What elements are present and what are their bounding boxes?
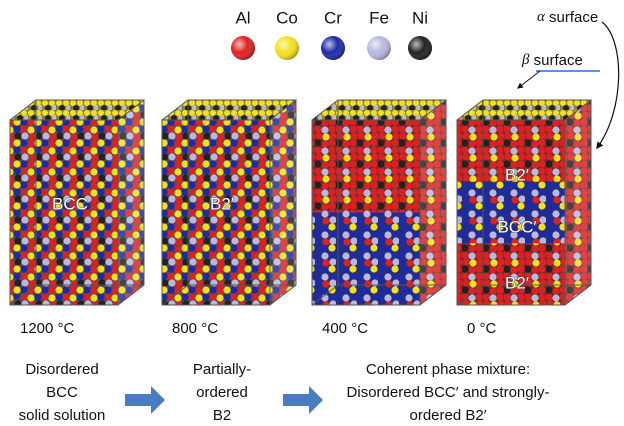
beta-arrow — [518, 71, 540, 88]
figure: α surface β surface Al Co Cr Fe Ni BCC 1200 °C… — [0, 0, 624, 426]
atom-shade — [275, 36, 299, 60]
legend-label: Fe — [369, 8, 389, 27]
atom-shade — [408, 36, 432, 60]
phase-label: B2′ — [210, 194, 234, 213]
atom-region — [312, 120, 420, 213]
atom-shade — [231, 36, 255, 60]
temperature: 400 °C — [322, 320, 368, 337]
alpha-surface: α surface — [537, 9, 598, 26]
stage-text: BCC — [46, 384, 78, 401]
atom-region — [312, 213, 420, 306]
stage-arrow — [125, 386, 165, 414]
legend-label: Co — [276, 8, 298, 27]
phase-label: B2′ — [505, 165, 529, 184]
atom-shade — [321, 36, 345, 60]
alpha-arrow — [597, 22, 619, 148]
beta-surface: β surface — [521, 52, 583, 69]
temperature: 1200 °C — [20, 320, 75, 337]
box-side — [270, 100, 296, 305]
phase-label: B2′ — [505, 273, 529, 292]
stage-text: B2 — [213, 407, 231, 424]
stage-arrow — [283, 386, 323, 414]
box-side — [420, 100, 446, 305]
atom-shade — [367, 36, 391, 60]
temperature: 0 °C — [467, 320, 497, 337]
stage-text: Disordered — [25, 361, 98, 378]
phase-label: BCC — [52, 194, 88, 213]
stage-text: ordered — [196, 384, 248, 401]
box-side — [565, 100, 591, 305]
legend-label: Cr — [324, 8, 342, 27]
temperature: 800 °C — [172, 320, 218, 337]
stage-text: ordered B2′ — [409, 407, 486, 424]
stage-text: Disordered BCC′ and strongly- — [347, 384, 550, 401]
phase-label: BCC′ — [497, 217, 536, 236]
stage-text: Partially- — [193, 361, 251, 378]
legend-label: Al — [235, 8, 250, 27]
stage-text: Coherent phase mixture: — [366, 361, 530, 378]
legend-label: Ni — [412, 8, 428, 27]
stage-text: solid solution — [19, 407, 106, 424]
box-side — [118, 100, 144, 305]
